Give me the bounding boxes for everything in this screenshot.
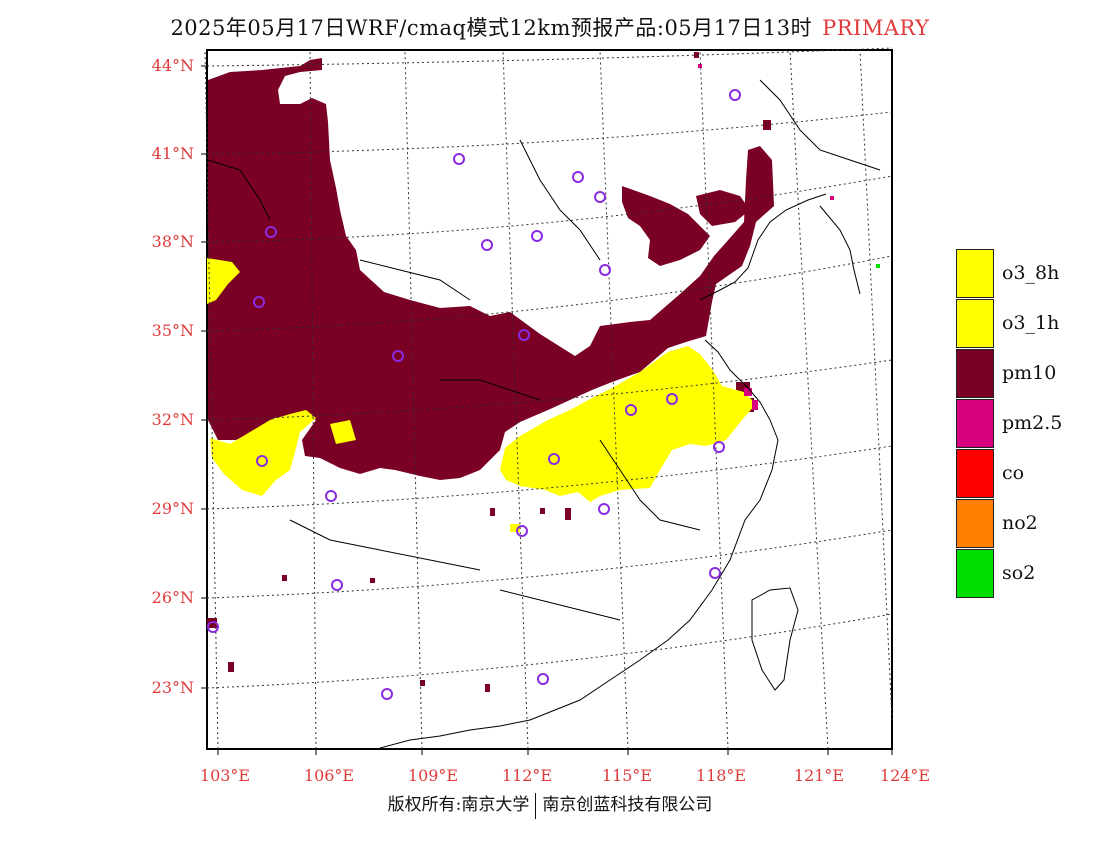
lon-label-103: 103°E <box>199 766 251 785</box>
graticule <box>204 47 893 750</box>
city-marker <box>325 490 337 502</box>
city-marker <box>713 441 725 453</box>
lon-label-115: 115°E <box>601 766 653 785</box>
legend-label: o3_1h <box>1002 312 1060 334</box>
city-marker <box>392 350 404 362</box>
lat-label-38: 38°N <box>151 232 194 251</box>
city-marker <box>531 230 543 242</box>
city-marker <box>516 525 528 537</box>
lon-label-118: 118°E <box>695 766 747 785</box>
lat-label-35: 35°N <box>151 321 194 340</box>
lat-label-44: 44°N <box>151 56 194 75</box>
lat-label-29: 29°N <box>151 499 194 518</box>
city-marker <box>331 579 343 591</box>
legend-swatch <box>956 349 994 398</box>
company-name: 南京创蓝科技有限公司 <box>542 795 713 815</box>
lat-label-26: 26°N <box>151 588 194 607</box>
title-main: 2025年05月17日WRF/cmaq模式12km预报产品:05月17日13时 <box>170 16 813 40</box>
legend-label: o3_8h <box>1002 262 1060 284</box>
legend-swatch <box>956 399 994 448</box>
footer: 版权所有:南京大学 南京创蓝科技有限公司 <box>0 790 1100 819</box>
legend-label: so2 <box>1002 562 1036 584</box>
city-marker <box>253 296 265 308</box>
city-marker <box>453 153 465 165</box>
copyright-text: 版权所有:南京大学 <box>387 795 530 815</box>
map-title: 2025年05月17日WRF/cmaq模式12km预报产品:05月17日13时 P… <box>0 12 1100 42</box>
legend-swatch <box>956 249 994 298</box>
lat-label-23: 23°N <box>151 678 194 697</box>
city-marker <box>381 688 393 700</box>
city-marker <box>594 191 606 203</box>
city-marker <box>709 567 721 579</box>
legend-swatch <box>956 299 994 348</box>
city-marker <box>729 89 741 101</box>
legend-swatch <box>956 499 994 548</box>
lon-label-109: 109°E <box>407 766 459 785</box>
city-marker <box>256 455 268 467</box>
city-markers <box>207 89 741 700</box>
legend-swatch <box>956 449 994 498</box>
lon-label-106: 106°E <box>303 766 355 785</box>
city-marker <box>598 503 610 515</box>
city-marker <box>548 453 560 465</box>
city-marker <box>537 673 549 685</box>
city-marker <box>481 239 493 251</box>
city-marker <box>572 171 584 183</box>
lon-label-121: 121°E <box>793 766 845 785</box>
city-marker <box>207 621 219 633</box>
lon-label-124: 124°E <box>879 766 931 785</box>
boundaries <box>207 79 881 749</box>
city-marker <box>625 404 637 416</box>
pm10-areas <box>207 52 774 692</box>
legend-swatch <box>956 549 994 598</box>
o3-areas <box>207 258 756 532</box>
so2-area <box>876 264 880 268</box>
legend-label: pm10 <box>1002 362 1057 384</box>
title-product: PRIMARY <box>822 16 930 40</box>
city-marker <box>265 226 277 238</box>
lat-label-32: 32°N <box>151 410 194 429</box>
axis-ticks <box>201 65 893 755</box>
footer-separator <box>535 792 537 819</box>
city-marker <box>666 393 678 405</box>
city-marker <box>518 329 530 341</box>
pm25-areas <box>698 64 834 410</box>
legend-label: co <box>1002 462 1025 484</box>
legend-label: no2 <box>1002 512 1038 534</box>
legend-label: pm2.5 <box>1002 412 1063 434</box>
lon-label-112: 112°E <box>501 766 553 785</box>
lat-label-41: 41°N <box>151 144 194 163</box>
city-marker <box>599 264 611 276</box>
